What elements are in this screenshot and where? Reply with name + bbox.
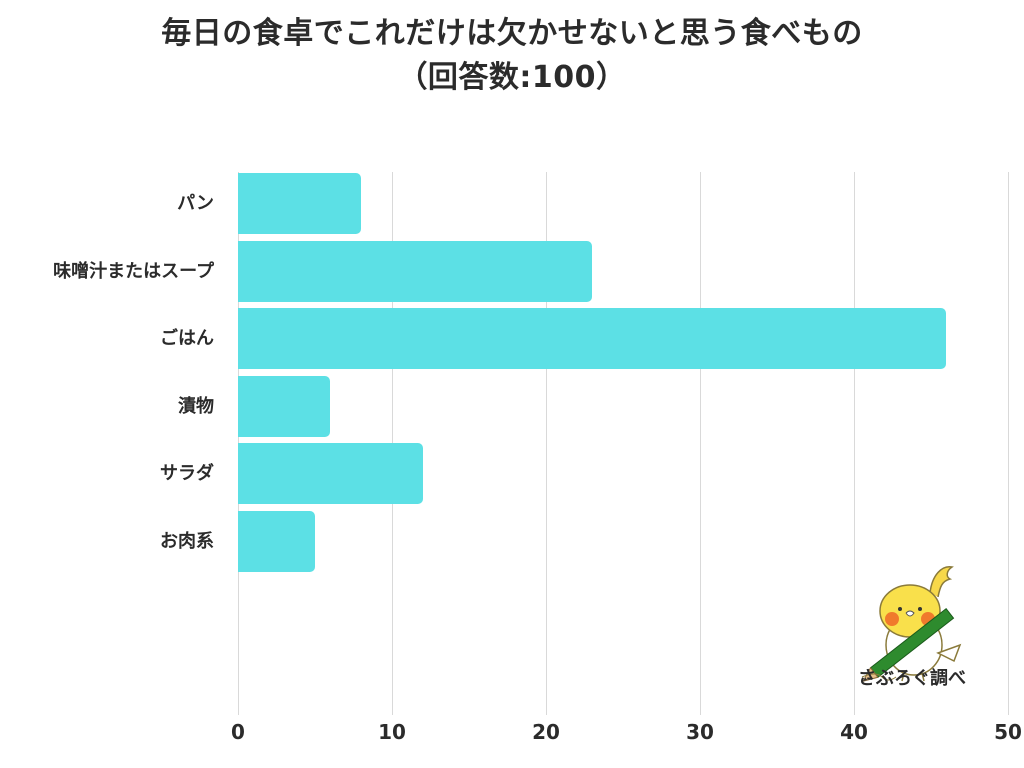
source-credit: さぶろぐ調べ [858, 668, 966, 689]
category-label: サラダ [160, 463, 214, 484]
bar [238, 443, 423, 504]
bar [238, 308, 947, 369]
x-tick-label: 20 [532, 720, 560, 744]
bar [238, 375, 331, 437]
chart-title-line2: （回答数:100） [397, 60, 627, 95]
category-label: 漬物 [178, 395, 214, 417]
gridline [700, 172, 701, 715]
gridline [854, 172, 855, 715]
category-label: お肉系 [160, 530, 214, 552]
cockatiel-with-pencil-icon [861, 566, 962, 682]
category-label: ごはん [160, 328, 214, 349]
plot-area [238, 172, 1009, 715]
x-tick-label: 50 [994, 720, 1022, 744]
chart-title: 毎日の食卓でこれだけは欠かせないと思う食べもの （回答数:100） [0, 12, 1024, 100]
x-tick-label: 40 [840, 720, 868, 744]
bar [238, 510, 315, 572]
bar [238, 240, 593, 302]
category-label: パン [177, 193, 214, 214]
gridline [1008, 172, 1009, 715]
x-tick-label: 0 [231, 720, 245, 744]
x-tick-label: 30 [686, 720, 714, 744]
chart-title-line1: 毎日の食卓でこれだけは欠かせないと思う食べもの [161, 16, 863, 51]
bar [238, 173, 362, 234]
category-label: 味噌汁またはスープ [53, 260, 214, 282]
x-tick-label: 10 [378, 720, 406, 744]
gridline [546, 172, 547, 715]
